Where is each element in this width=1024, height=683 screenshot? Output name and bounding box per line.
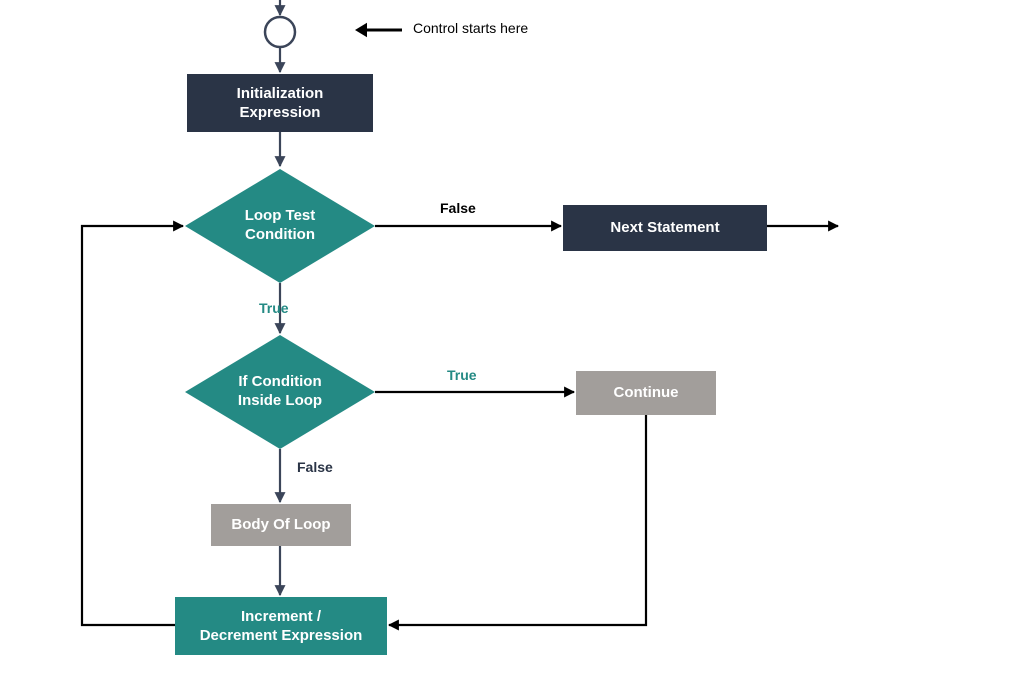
node-init: InitializationExpression [187,74,373,132]
edge-label-true1: True [259,300,289,316]
node-loop_test: Loop TestCondition [185,169,375,283]
edge-label-false1: False [440,200,476,216]
annotation-control-starts: Control starts here [413,20,528,36]
edge-label-true2: True [447,367,477,383]
node-increment: Increment /Decrement Expression [175,597,387,655]
node-if_cond: If ConditionInside Loop [185,335,375,449]
node-body: Body Of Loop [211,504,351,546]
node-next_stmt: Next Statement [563,205,767,251]
node-continue: Continue [576,371,716,415]
edge-label-false2: False [297,459,333,475]
flowchart-edges [0,0,1024,683]
diamond-text-if_cond: If ConditionInside Loop [185,335,375,449]
diamond-text-loop_test: Loop TestCondition [185,169,375,283]
